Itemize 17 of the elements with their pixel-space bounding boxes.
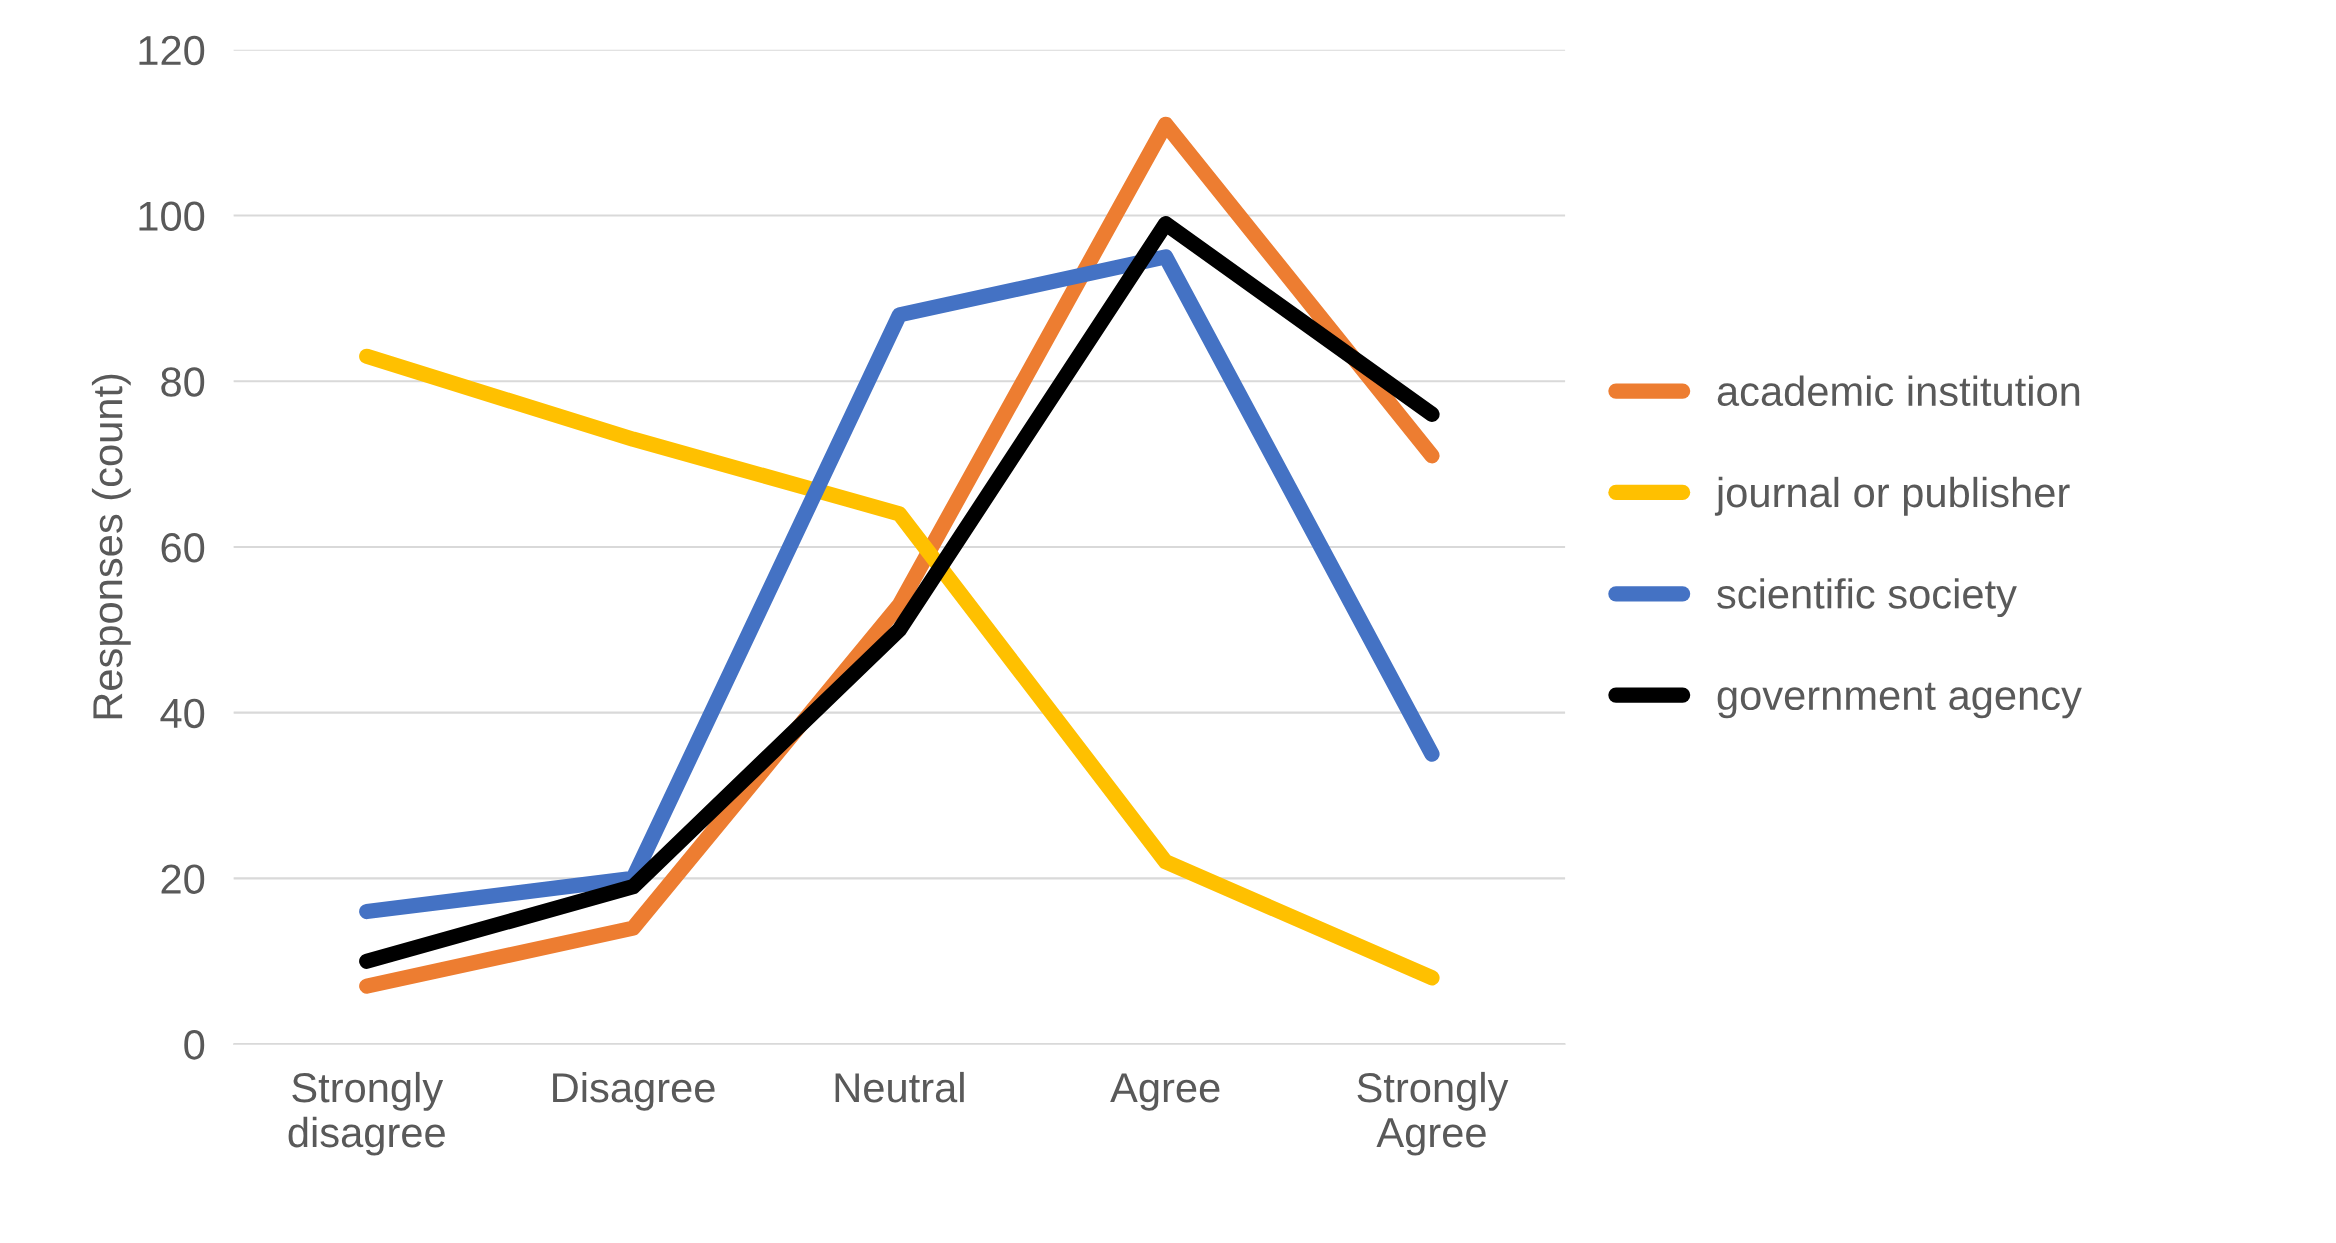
x-tick-label: Neutral — [835, 1071, 964, 1103]
x-tick-label: Agree — [1110, 1073, 1220, 1111]
y-tick-label: 60 — [161, 532, 205, 563]
y-tick-label: 120 — [139, 35, 205, 66]
legend-label: government agency — [1717, 682, 2082, 719]
y-tick-label: 80 — [161, 367, 205, 397]
x-tick-label: Disagree — [553, 1071, 715, 1111]
legend-label: journal or publisher — [1714, 476, 2070, 516]
y-tick-label: 20 — [161, 864, 205, 894]
legend-label: academic institution — [1717, 375, 2080, 407]
y-tick-label: 0 — [184, 1030, 205, 1060]
x-tick-label: Strongly disagree — [288, 1071, 445, 1156]
y-tick-label: 40 — [160, 698, 205, 729]
y-axis-title: Responses (count) — [91, 374, 131, 719]
y-tick-label: 100 — [139, 201, 205, 231]
x-tick-label: Strongly Agree — [1357, 1071, 1509, 1156]
legend-label: scientific society — [1717, 578, 2017, 618]
